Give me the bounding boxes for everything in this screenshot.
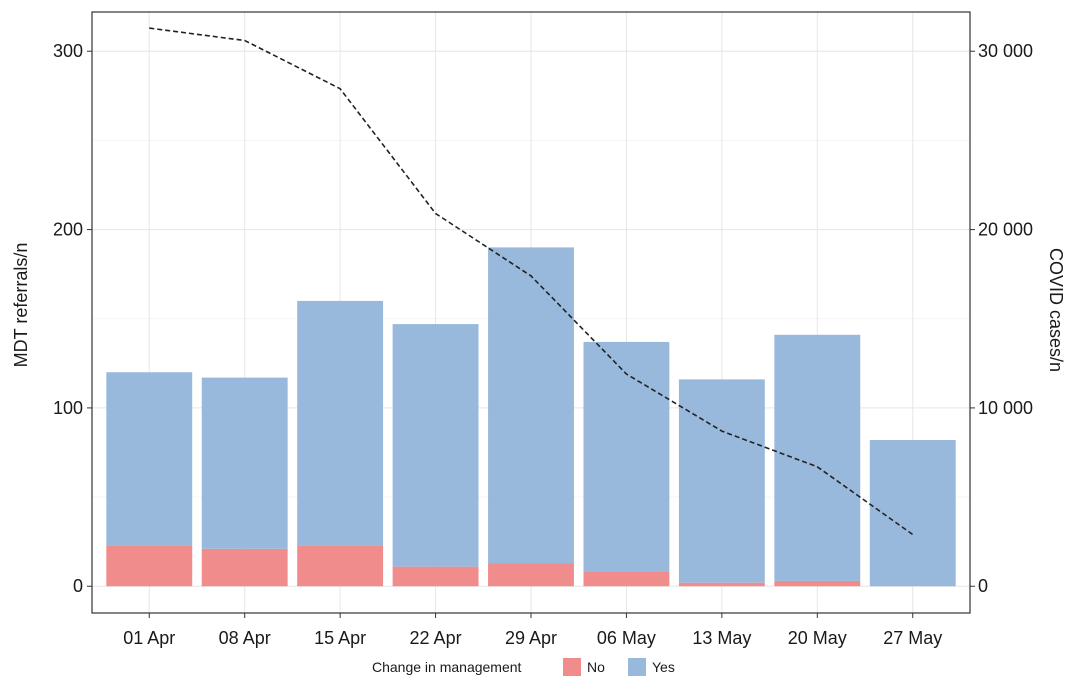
bar-yes-29-apr — [488, 247, 574, 564]
bar-yes-08-apr — [201, 377, 288, 549]
bar-no-22-apr — [392, 566, 479, 587]
legend-swatch-yes — [628, 658, 646, 676]
bar-yes-06-may — [583, 341, 670, 572]
x-tick-label: 06 May — [597, 628, 656, 648]
bar-yes-15-apr — [297, 300, 384, 546]
legend: Change in management No Yes — [372, 658, 675, 676]
bar-yes-13-may — [678, 379, 765, 583]
y2-tick-label: 0 — [978, 576, 988, 596]
bar-no-29-apr — [488, 563, 574, 587]
tick-labels: 0 100 200 300 0 10 000 20 000 30 000 01 Apr 08 Ap… — [53, 41, 1033, 648]
bar-no-06-may — [583, 571, 670, 587]
y-tick-label: 200 — [53, 220, 83, 240]
bar-yes-20-may — [774, 334, 861, 581]
bar-yes-22-apr — [392, 324, 479, 567]
x-tick-label: 08 Apr — [219, 628, 271, 648]
bar-no-01-apr — [106, 545, 193, 587]
legend-label-yes: Yes — [652, 659, 675, 675]
x-tick-label: 15 Apr — [314, 628, 366, 648]
x-tick-label: 29 Apr — [505, 628, 557, 648]
y2-tick-label: 10 000 — [978, 398, 1033, 418]
bar-no-20-may — [774, 580, 861, 587]
x-tick-label: 13 May — [692, 628, 751, 648]
covid-cases-line — [149, 27, 914, 536]
y-tick-label: 300 — [53, 41, 83, 61]
y2-tick-label: 20 000 — [978, 220, 1033, 240]
x-tick-label: 22 Apr — [410, 628, 462, 648]
x-tick-label: 27 May — [883, 628, 942, 648]
bars — [106, 247, 956, 587]
y-axis-title: MDT referrals/n — [11, 243, 31, 368]
bar-no-15-apr — [297, 545, 384, 587]
y-tick-label: 100 — [53, 398, 83, 418]
bar-yes-27-may — [869, 440, 956, 587]
x-tick-label: 20 May — [788, 628, 847, 648]
bar-no-08-apr — [201, 548, 288, 587]
y-tick-label: 0 — [73, 576, 83, 596]
y2-axis-title: COVID cases/n — [1046, 248, 1066, 372]
legend-label-no: No — [587, 659, 605, 675]
x-tick-label: 01 Apr — [123, 628, 175, 648]
legend-swatch-no — [563, 658, 581, 676]
bar-yes-01-apr — [106, 372, 193, 546]
bar-no-13-may — [678, 582, 765, 587]
legend-title: Change in management — [372, 659, 522, 675]
y2-tick-label: 30 000 — [978, 41, 1033, 61]
axis-ticks — [87, 50, 975, 618]
